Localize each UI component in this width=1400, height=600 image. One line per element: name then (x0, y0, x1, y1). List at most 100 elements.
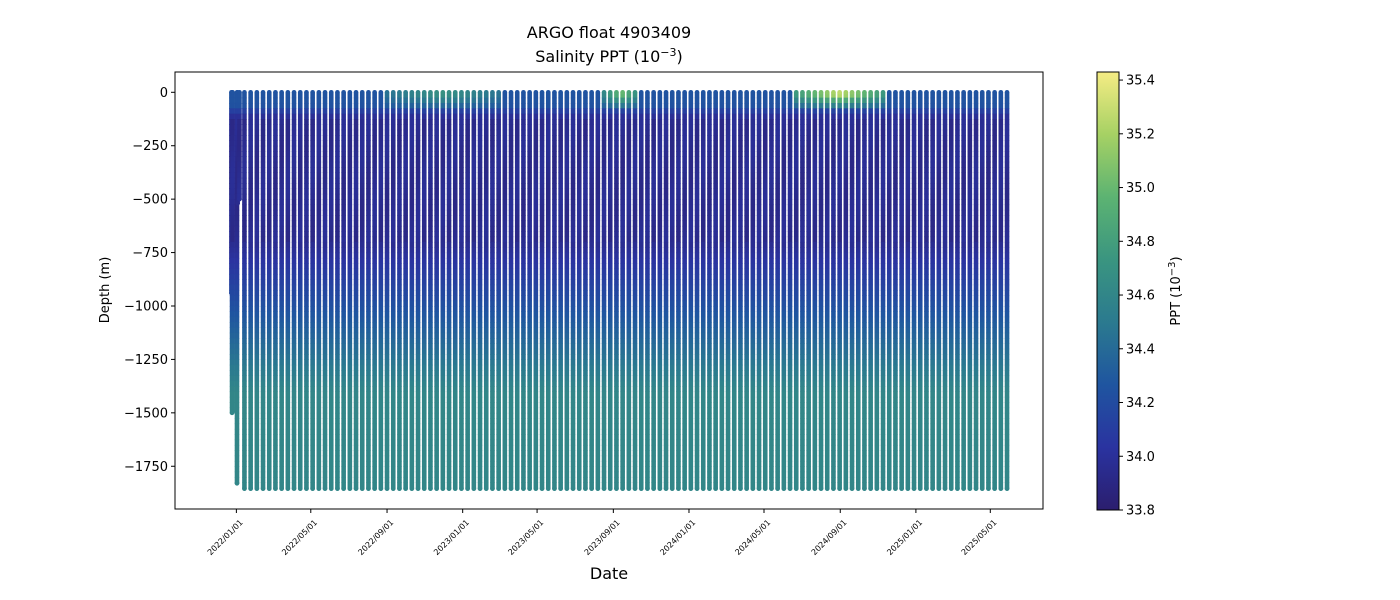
profile-segment (316, 97, 322, 104)
profile-segment (558, 145, 563, 152)
profile-segment (601, 156, 607, 163)
profile-segment (465, 386, 470, 393)
profile-segment (260, 375, 266, 382)
profile-segment (539, 359, 545, 366)
profile-cast (421, 90, 427, 492)
profile-segment (521, 108, 526, 115)
profile-segment (533, 151, 539, 158)
profile-segment (589, 471, 594, 478)
profile-segment (260, 386, 266, 393)
profile-segment (471, 338, 477, 344)
profile-segment (521, 332, 526, 339)
profile-segment (601, 311, 607, 318)
profile-segment (614, 119, 619, 125)
profile-segment (564, 145, 570, 152)
profile-segment (483, 263, 489, 270)
profile-segment (446, 188, 452, 195)
profile-segment (552, 375, 557, 382)
profile-segment (477, 177, 483, 184)
profile-segment (583, 135, 588, 141)
profile-segment (254, 145, 260, 152)
profile-segment (421, 273, 427, 280)
profile-segment (514, 183, 520, 190)
profile-segment (409, 450, 415, 457)
profile-segment (359, 145, 365, 152)
profile-segment (378, 428, 384, 435)
profile-bottom-cap (285, 486, 291, 492)
profile-segment (440, 455, 446, 462)
profile-segment (521, 466, 526, 473)
profile-segment (521, 391, 526, 398)
profile-segment (446, 375, 452, 382)
profile-segment (316, 295, 322, 302)
profile-segment (539, 364, 545, 371)
profile-segment (589, 279, 594, 286)
profile-segment (446, 119, 452, 125)
profile-segment (607, 108, 613, 115)
profile-segment (521, 102, 526, 109)
profile-segment (589, 241, 594, 248)
profile-segment (304, 407, 309, 414)
profile-segment (508, 124, 514, 131)
profile-segment (539, 396, 545, 403)
profile-segment (502, 135, 508, 141)
profile-segment (465, 343, 470, 350)
profile-segment (390, 204, 396, 211)
profile-segment (415, 268, 421, 275)
profile-segment (434, 199, 439, 206)
profile-segment (384, 225, 390, 232)
profile-segment (477, 279, 483, 286)
profile-segment (316, 428, 322, 435)
profile-segment (366, 466, 371, 473)
profile-segment (409, 444, 415, 451)
profile-segment (508, 338, 514, 344)
profile-segment (409, 177, 415, 184)
profile-segment (335, 354, 340, 361)
profile-segment (242, 263, 247, 270)
profile-segment (539, 263, 545, 270)
profile-segment (310, 92, 315, 99)
profile-segment (260, 209, 266, 216)
profile-segment (508, 439, 514, 446)
profile-segment (564, 476, 570, 483)
profile-segment (421, 209, 427, 216)
profile-segment (483, 252, 489, 259)
profile-segment (428, 354, 433, 361)
profile-segment (328, 183, 334, 190)
profile-segment (415, 386, 421, 393)
profile-segment (502, 247, 508, 254)
profile-segment (359, 124, 365, 131)
profile-segment (434, 359, 439, 366)
profile-segment (527, 455, 532, 462)
profile-segment (483, 188, 489, 195)
profile-segment (502, 370, 508, 377)
profile-segment (508, 311, 514, 318)
profile-segment (347, 215, 353, 222)
profile-segment (397, 338, 402, 344)
profile-segment (465, 305, 470, 312)
profile-segment (415, 215, 421, 222)
profile-segment (452, 156, 458, 163)
profile-segment (434, 428, 439, 435)
profile-segment (570, 327, 576, 334)
profile-segment (403, 311, 408, 318)
profile-segment (564, 380, 570, 387)
profile-segment (322, 129, 328, 136)
profile-segment (558, 156, 563, 163)
profile-segment (242, 370, 247, 377)
profile-segment (390, 289, 396, 296)
profile-segment (279, 380, 284, 387)
profile-segment (508, 332, 514, 339)
profile-bottom-cap (403, 486, 408, 492)
profile-segment (471, 193, 477, 200)
profile-bottom-cap (260, 486, 266, 492)
profile-segment (465, 407, 470, 414)
profile-segment (545, 156, 551, 163)
profile-segment (353, 482, 359, 489)
profile-segment (310, 423, 315, 430)
profile-segment (564, 140, 570, 147)
profile-segment (273, 354, 278, 361)
profile-cast (440, 90, 446, 492)
profile-bottom-cap (421, 486, 427, 492)
profile-segment (539, 124, 545, 131)
